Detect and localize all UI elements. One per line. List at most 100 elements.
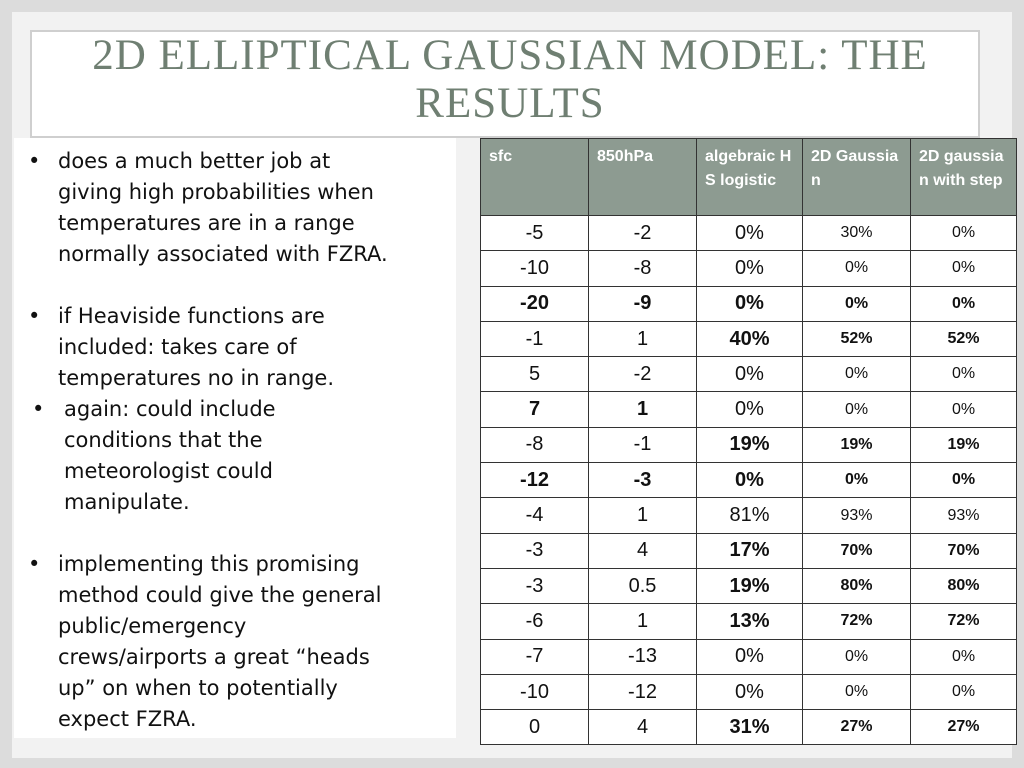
table-cell: 0% <box>910 462 1017 499</box>
table-cell: 80% <box>910 567 1017 605</box>
table-cell: 0% <box>802 391 911 428</box>
table-cell: 1 <box>588 603 697 640</box>
table-row: -10 -8 0% 0% 0% <box>480 250 1017 287</box>
bullet-text: implementing this promising method could… <box>58 552 382 731</box>
table-cell: 0% <box>910 214 1017 252</box>
bullet-text: does a much better job at giving high pr… <box>58 149 388 266</box>
table-cell: 81% <box>696 497 803 534</box>
header-cell: 2D gaussian with step <box>910 138 1017 216</box>
table-cell: 0 <box>480 709 589 746</box>
table-cell: 93% <box>802 497 911 534</box>
table-cell: -1 <box>480 320 589 358</box>
table-cell: 0% <box>696 638 803 675</box>
table-cell: -7 <box>480 638 589 675</box>
table-row: 0 4 31% 27% 27% <box>480 709 1017 746</box>
bullet: does a much better job at giving high pr… <box>14 146 398 270</box>
table-cell: 0% <box>696 250 803 287</box>
table-cell: -2 <box>588 356 697 393</box>
table-cell: -1 <box>588 426 697 464</box>
table-cell: -6 <box>480 603 589 640</box>
table-cell: 0% <box>696 285 803 322</box>
table-row: 7 1 0% 0% 0% <box>480 391 1017 428</box>
table-cell: 0% <box>696 391 803 428</box>
table-row: -6 1 13% 72% 72% <box>480 603 1017 640</box>
table-cell: 0% <box>802 356 911 393</box>
table-cell: 52% <box>910 320 1017 358</box>
table-cell: 0% <box>802 250 911 287</box>
table-cell: -12 <box>588 673 697 711</box>
bullet-text: if Heaviside functions are included: tak… <box>58 304 335 390</box>
header-cell: sfc <box>480 138 589 216</box>
table-cell: 27% <box>802 709 911 746</box>
table-cell: 70% <box>802 532 911 569</box>
table-cell: -12 <box>480 462 589 499</box>
table-cell: 80% <box>802 567 911 605</box>
table-cell: 0% <box>802 285 911 322</box>
table-cell: 1 <box>588 391 697 428</box>
table-row: -20 -9 0% 0% 0% <box>480 285 1017 322</box>
table-cell: 13% <box>696 603 803 640</box>
title-box <box>30 30 980 138</box>
table-cell: 27% <box>910 709 1017 746</box>
bullet: if Heaviside functions are included: tak… <box>14 301 398 518</box>
bullet-list: does a much better job at giving high pr… <box>14 138 456 735</box>
table-body: -5 -2 0% 30% 0% -10 -8 0% 0% 0% -20 -9 0% 0% 0% -1 1 40% 5… <box>480 214 1017 746</box>
table-cell: -10 <box>480 250 589 287</box>
table-cell: 19% <box>802 426 911 464</box>
table-row: -4 1 81% 93% 93% <box>480 497 1017 534</box>
table-cell: 5 <box>480 356 589 393</box>
header-cell: 850hPa <box>588 138 697 216</box>
table-row: -1 1 40% 52% 52% <box>480 320 1017 358</box>
table-cell: -9 <box>588 285 697 322</box>
table-cell: -3 <box>480 567 589 605</box>
table-cell: 70% <box>910 532 1017 569</box>
table-row: 5 -2 0% 0% 0% <box>480 356 1017 393</box>
table-cell: 0% <box>910 285 1017 322</box>
table-cell: 4 <box>588 709 697 746</box>
table-row: -12 -3 0% 0% 0% <box>480 462 1017 499</box>
table-cell: 40% <box>696 320 803 358</box>
table-cell: 1 <box>588 320 697 358</box>
table-cell: 72% <box>910 603 1017 640</box>
table-cell: 52% <box>802 320 911 358</box>
table-cell: -4 <box>480 497 589 534</box>
table-cell: 0% <box>910 638 1017 675</box>
table-row: -10 -12 0% 0% 0% <box>480 673 1017 711</box>
table-cell: 93% <box>910 497 1017 534</box>
table-cell: 19% <box>696 426 803 464</box>
table-row: -3 4 17% 70% 70% <box>480 532 1017 569</box>
table-cell: -8 <box>480 426 589 464</box>
slide-title: 2D ELLIPTICAL GAUSSIAN MODEL: THE RESULT… <box>92 32 928 127</box>
table-cell: 72% <box>802 603 911 640</box>
table-cell: -8 <box>588 250 697 287</box>
sub-list: again: could include conditions that the… <box>14 394 398 518</box>
table-cell: -5 <box>480 214 589 252</box>
table-cell: 0% <box>910 250 1017 287</box>
table-cell: 17% <box>696 532 803 569</box>
table-row: -8 -1 19% 19% 19% <box>480 426 1017 464</box>
header-cell: 2D Gaussian <box>802 138 911 216</box>
table-cell: -13 <box>588 638 697 675</box>
header-row: sfc 850hPa algebraic HS logistic 2D Gaussia… <box>480 138 1017 216</box>
sub-bullet: again: could include conditions that the… <box>14 394 324 518</box>
text-panel: does a much better job at giving high pr… <box>14 138 456 738</box>
table-row: -5 -2 0% 30% 0% <box>480 214 1017 252</box>
bullet: implementing this promising method could… <box>14 549 398 735</box>
table-cell: 0% <box>910 356 1017 393</box>
table-cell: 0% <box>802 462 911 499</box>
table-cell: -3 <box>588 462 697 499</box>
table-cell: 0% <box>696 214 803 252</box>
table-cell: 0% <box>910 391 1017 428</box>
results-table: sfc 850hPa algebraic HS logistic 2D Gaussia… <box>480 138 1017 746</box>
table-cell: 0.5 <box>588 567 697 605</box>
table-cell: 30% <box>802 214 911 252</box>
table-cell: 0% <box>696 462 803 499</box>
header-cell: algebraic HS logistic <box>696 138 803 216</box>
table-cell: 0% <box>802 673 911 711</box>
table-row: -3 0.5 19% 80% 80% <box>480 567 1017 605</box>
table-cell: 19% <box>696 567 803 605</box>
table-cell: 0% <box>696 356 803 393</box>
table-cell: 7 <box>480 391 589 428</box>
table-cell: -10 <box>480 673 589 711</box>
